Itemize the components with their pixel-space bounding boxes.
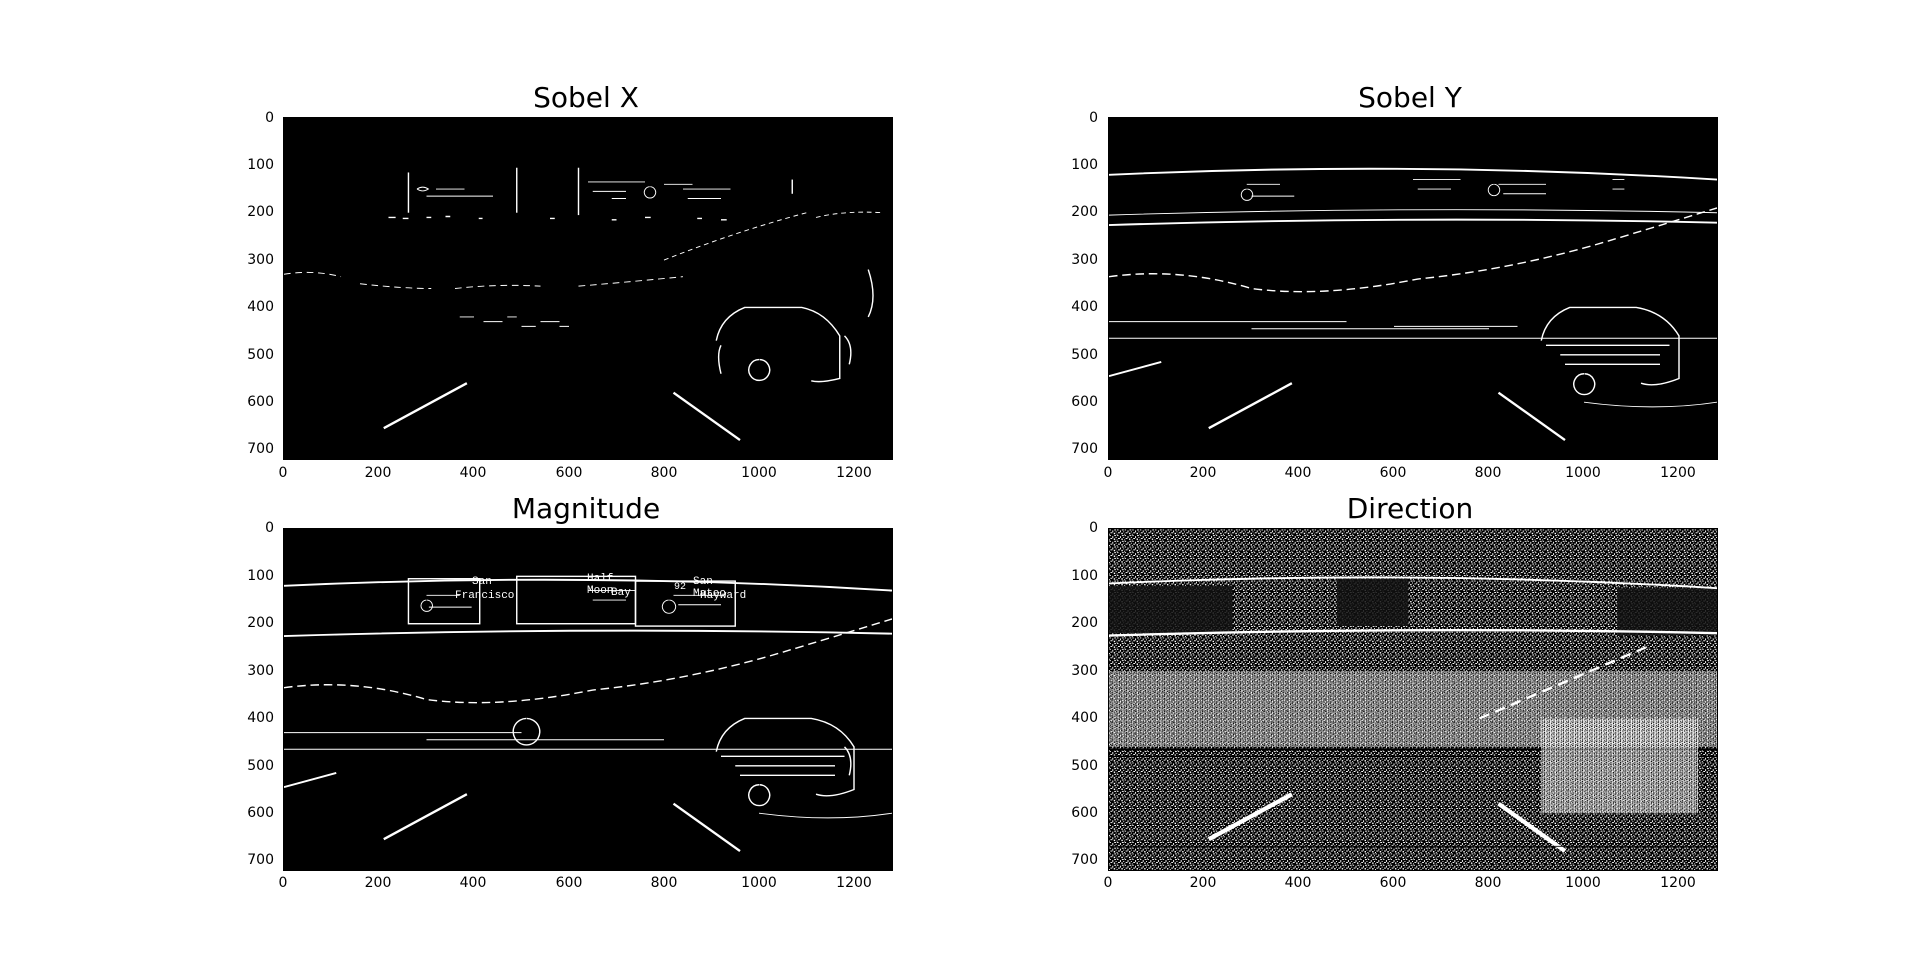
ytick: 100	[1071, 157, 1098, 173]
ytick: 300	[1071, 663, 1098, 679]
ytick: 200	[1071, 204, 1098, 220]
sign-text-middle-line-2: Bay	[611, 587, 631, 599]
ytick: 100	[247, 157, 274, 173]
ytick: 0	[265, 520, 274, 536]
ytick: 200	[247, 615, 274, 631]
xtick: 0	[1103, 875, 1113, 891]
xtick: 800	[650, 875, 678, 891]
ytick: 100	[247, 568, 274, 584]
xtick: 600	[1379, 465, 1407, 481]
ytick: 0	[265, 110, 274, 126]
ytick: 700	[247, 441, 274, 457]
xtick: 1200	[836, 875, 872, 891]
ytick: 600	[247, 394, 274, 410]
panel-title-sobel-y: Sobel Y	[1358, 81, 1462, 114]
ytick: 400	[1071, 299, 1098, 315]
xtick: 1000	[741, 875, 777, 891]
ytick: 300	[247, 252, 274, 268]
ytick: 600	[1071, 805, 1098, 821]
xtick: 800	[650, 465, 678, 481]
xtick: 1200	[836, 465, 872, 481]
noise-image-direction	[1109, 529, 1717, 870]
xtick: 1200	[1660, 465, 1696, 481]
ytick: 100	[1071, 568, 1098, 584]
edge-image-magnitude	[284, 575, 892, 853]
xtick: 0	[1103, 465, 1113, 481]
edge-image-sobel-x	[284, 167, 883, 442]
xtick: 1200	[1660, 875, 1696, 891]
xtick: 400	[1284, 465, 1312, 481]
xtick: 600	[555, 875, 583, 891]
ytick: 500	[1071, 347, 1098, 363]
xtick: 200	[364, 465, 392, 481]
xtick: 400	[1284, 875, 1312, 891]
ytick: 500	[1071, 758, 1098, 774]
sign-text-route: 92	[674, 582, 687, 593]
xtick: 1000	[1565, 875, 1601, 891]
xtick: 0	[278, 875, 288, 891]
ytick: 500	[247, 758, 274, 774]
ytick: 0	[1089, 110, 1098, 126]
xtick: 400	[459, 465, 487, 481]
ytick: 200	[1071, 615, 1098, 631]
xtick: 800	[1474, 465, 1502, 481]
ytick: 0	[1089, 520, 1098, 536]
xtick: 200	[1189, 465, 1217, 481]
ytick: 700	[247, 852, 274, 868]
ytick: 200	[247, 204, 274, 220]
panel-title-direction: Direction	[1346, 492, 1474, 525]
ytick: 400	[247, 710, 274, 726]
sign-text-right-line-1: San Mateo	[693, 576, 727, 600]
ytick: 300	[1071, 252, 1098, 268]
ytick: 300	[247, 663, 274, 679]
xtick: 200	[364, 875, 392, 891]
sign-text-middle-line-1: Half Moon	[587, 573, 614, 597]
image-sobel-y	[1108, 117, 1718, 460]
ytick: 500	[247, 347, 274, 363]
ytick: 700	[1071, 852, 1098, 868]
panel-title-magnitude: Magnitude	[511, 492, 661, 525]
xtick: 600	[555, 465, 583, 481]
image-magnitude	[283, 528, 893, 871]
image-direction	[1108, 528, 1718, 871]
sign-text-left-line-2: Francisco	[455, 590, 515, 602]
xtick: 400	[459, 875, 487, 891]
xtick: 200	[1189, 875, 1217, 891]
xtick: 1000	[1565, 465, 1601, 481]
xtick: 600	[1379, 875, 1407, 891]
image-sobel-x	[283, 117, 893, 460]
ytick: 400	[247, 299, 274, 315]
sign-text-left-line-1: San	[472, 576, 492, 588]
ytick: 400	[1071, 710, 1098, 726]
panel-title-sobel-x: Sobel X	[533, 81, 639, 114]
ytick: 600	[247, 805, 274, 821]
ytick: 700	[1071, 441, 1098, 457]
ytick: 600	[1071, 394, 1098, 410]
xtick: 1000	[741, 465, 777, 481]
xtick: 800	[1474, 875, 1502, 891]
xtick: 0	[278, 465, 288, 481]
edge-image-sobel-y	[1109, 167, 1717, 442]
sign-text-right-line-2: Hayward	[700, 590, 747, 602]
